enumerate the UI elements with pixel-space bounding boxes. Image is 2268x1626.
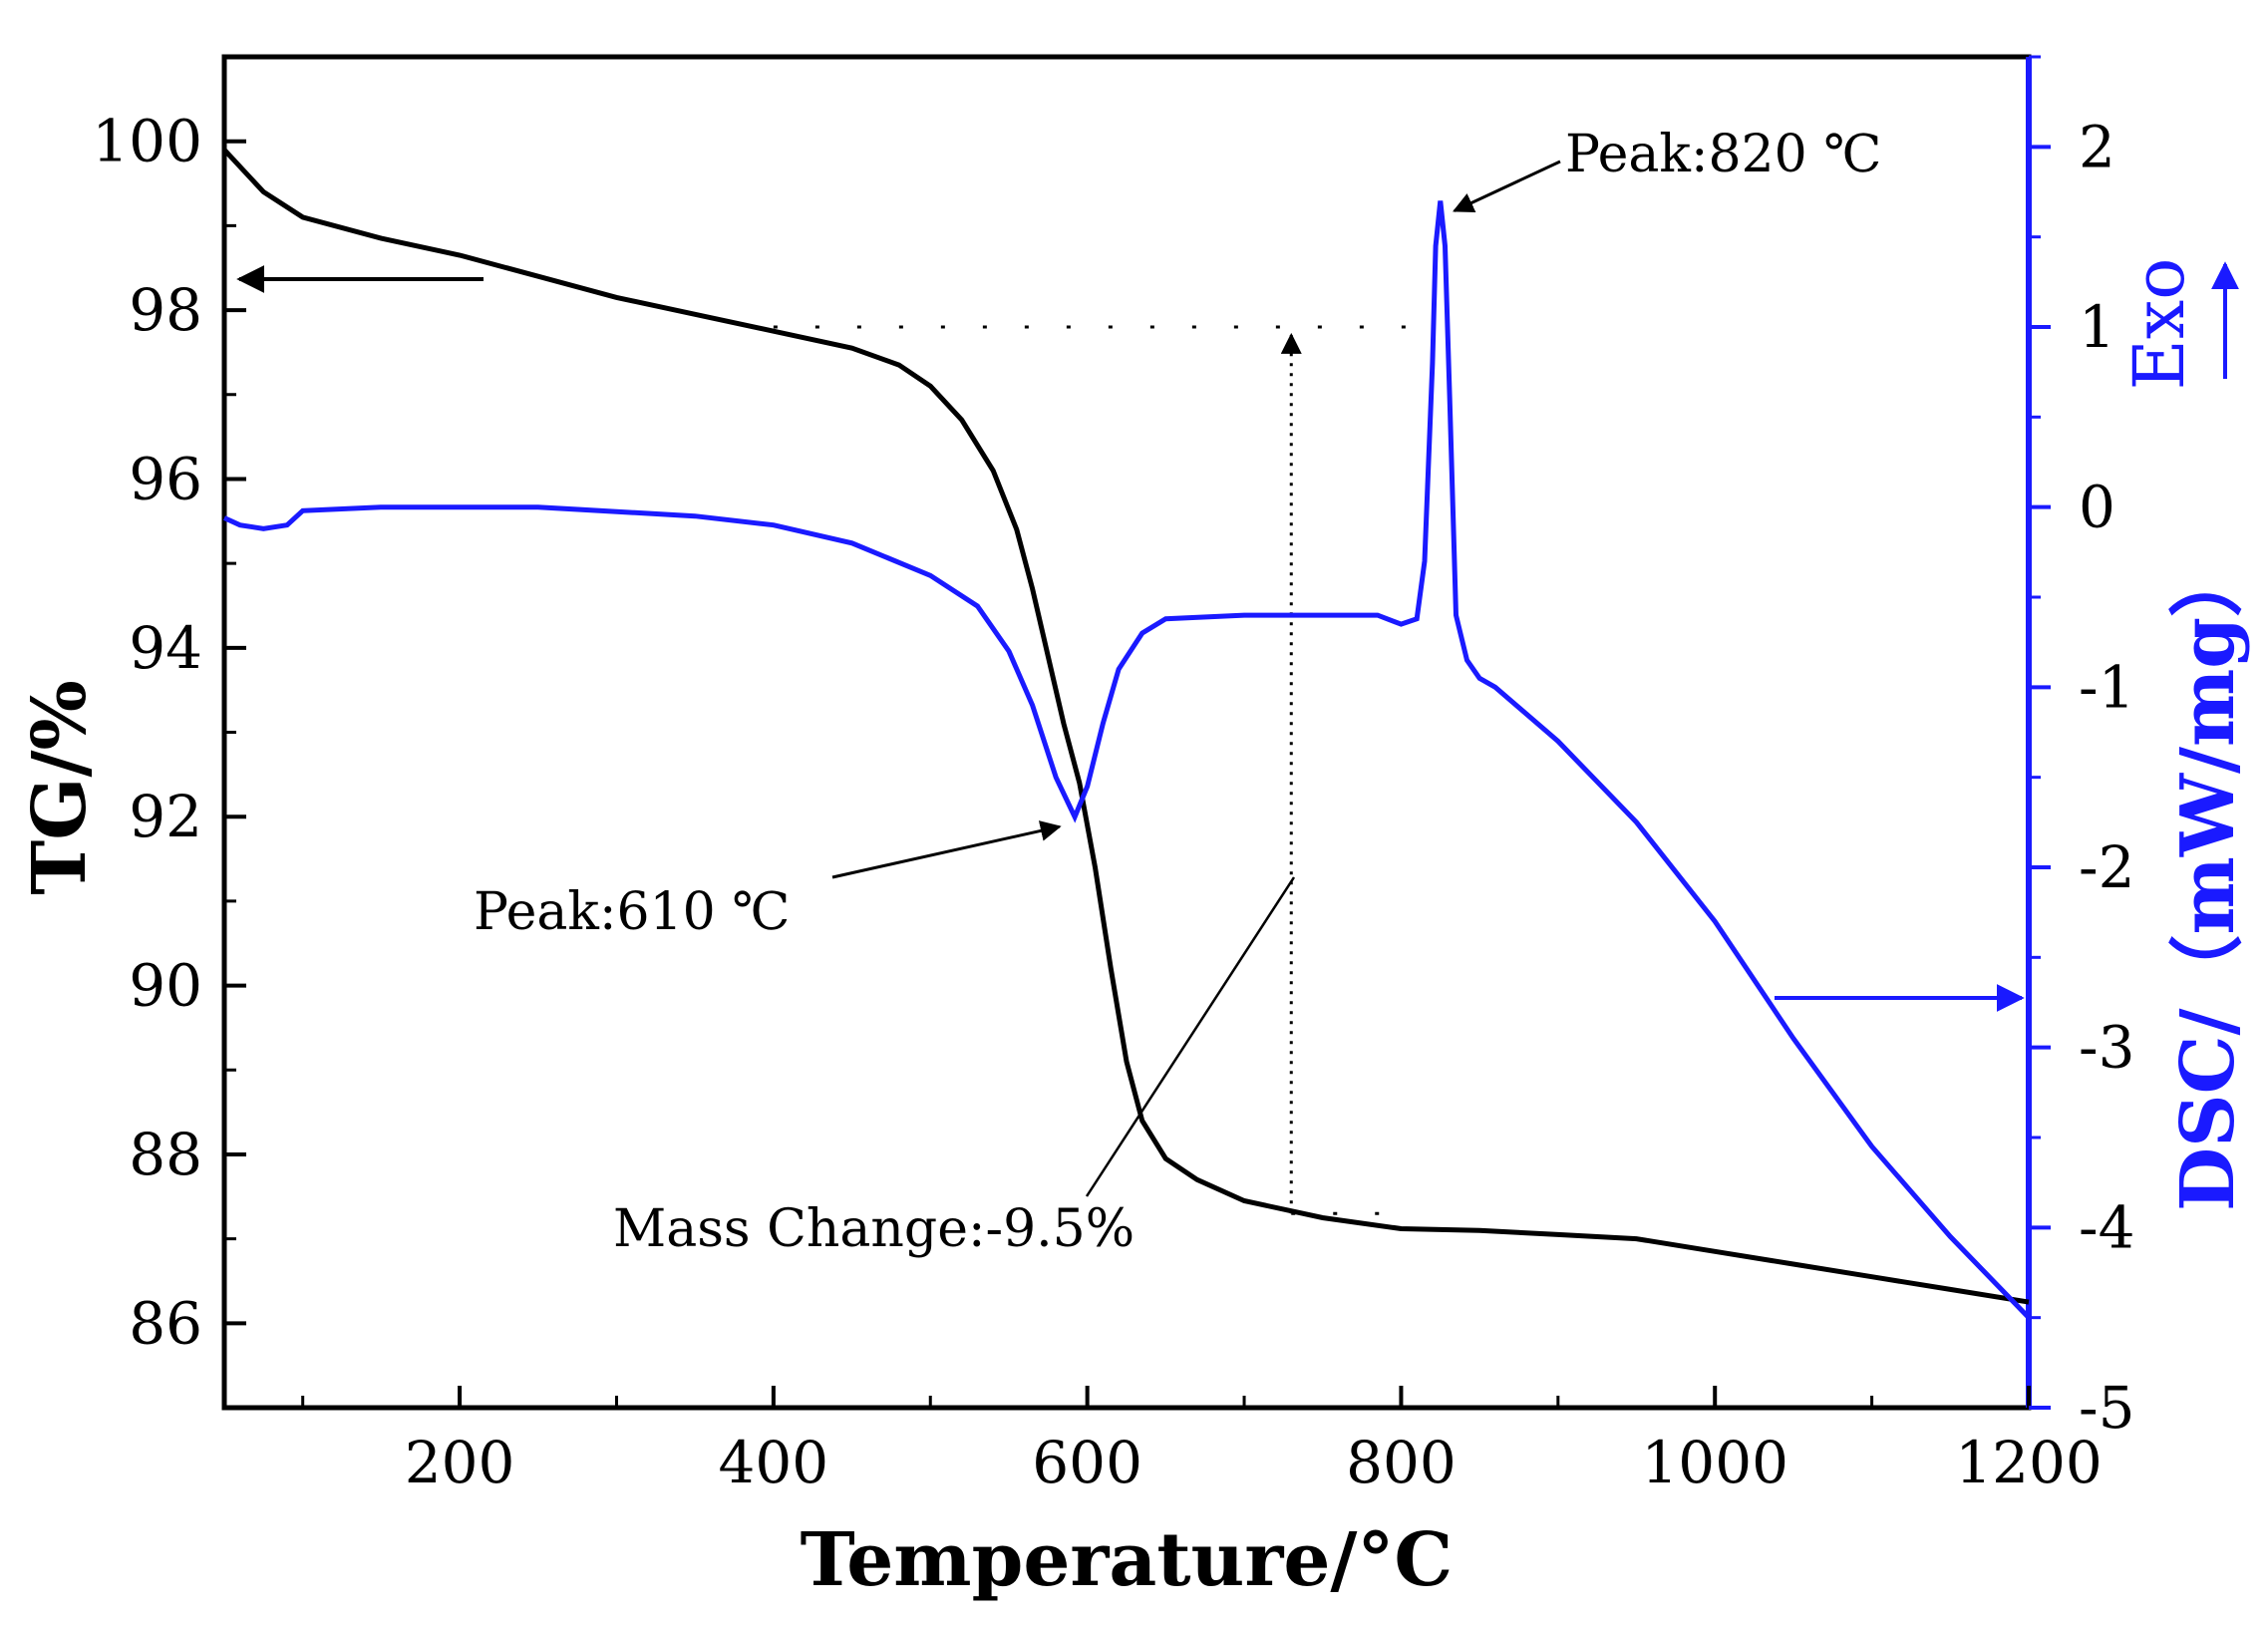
mass-change-label: Mass Change:-9.5% [613,1199,1134,1259]
left-y-tick-label: 98 [129,276,202,344]
mass-change-leader [1085,876,1296,1197]
right-axis-title: DSC/（mW/mg） [2165,543,2251,1211]
peak-610-label: Peak:610 ℃ [474,882,790,942]
right-y-tick-label: -2 [2079,833,2135,901]
x-axis-title: Temperature/°C [801,1517,1454,1603]
x-tick-label: 600 [1032,1429,1142,1496]
right-y-tick-label: -3 [2079,1014,2135,1082]
right-y-tick-label: -5 [2079,1374,2135,1442]
x-tick-label: 400 [719,1429,829,1496]
left-axis-title: TG/% [17,680,103,895]
left-y-tick-label: 88 [129,1121,202,1188]
left-y-tick-label: 86 [129,1289,202,1357]
right-y-tick-label: 0 [2079,474,2115,541]
left-y-tick-label: 100 [92,108,202,175]
right-y-tick-label: -4 [2079,1193,2135,1261]
x-tick-label: 200 [405,1429,515,1496]
x-tick-label: 1200 [1955,1429,2103,1496]
left-y-tick-label: 90 [129,952,202,1020]
left-y-tick-label: 96 [129,445,202,512]
x-tick-label: 800 [1346,1429,1457,1496]
right-y-tick-label: -1 [2079,653,2135,721]
right-y-tick-label: 1 [2079,293,2115,361]
x-tick-label: 1000 [1641,1429,1788,1496]
left-y-tick-label: 94 [129,614,202,682]
peak-610-arrow [831,820,1062,879]
left-y-tick-label: 92 [129,783,202,850]
tg-curve [222,148,2030,1305]
peak-820-label: Peak:820 ℃ [1565,125,1881,184]
exo-label: Exo [2118,258,2200,391]
peak-820-arrow [1453,160,1561,213]
dsc-curve [222,200,2031,1320]
right-y-tick-label: 2 [2079,113,2115,180]
